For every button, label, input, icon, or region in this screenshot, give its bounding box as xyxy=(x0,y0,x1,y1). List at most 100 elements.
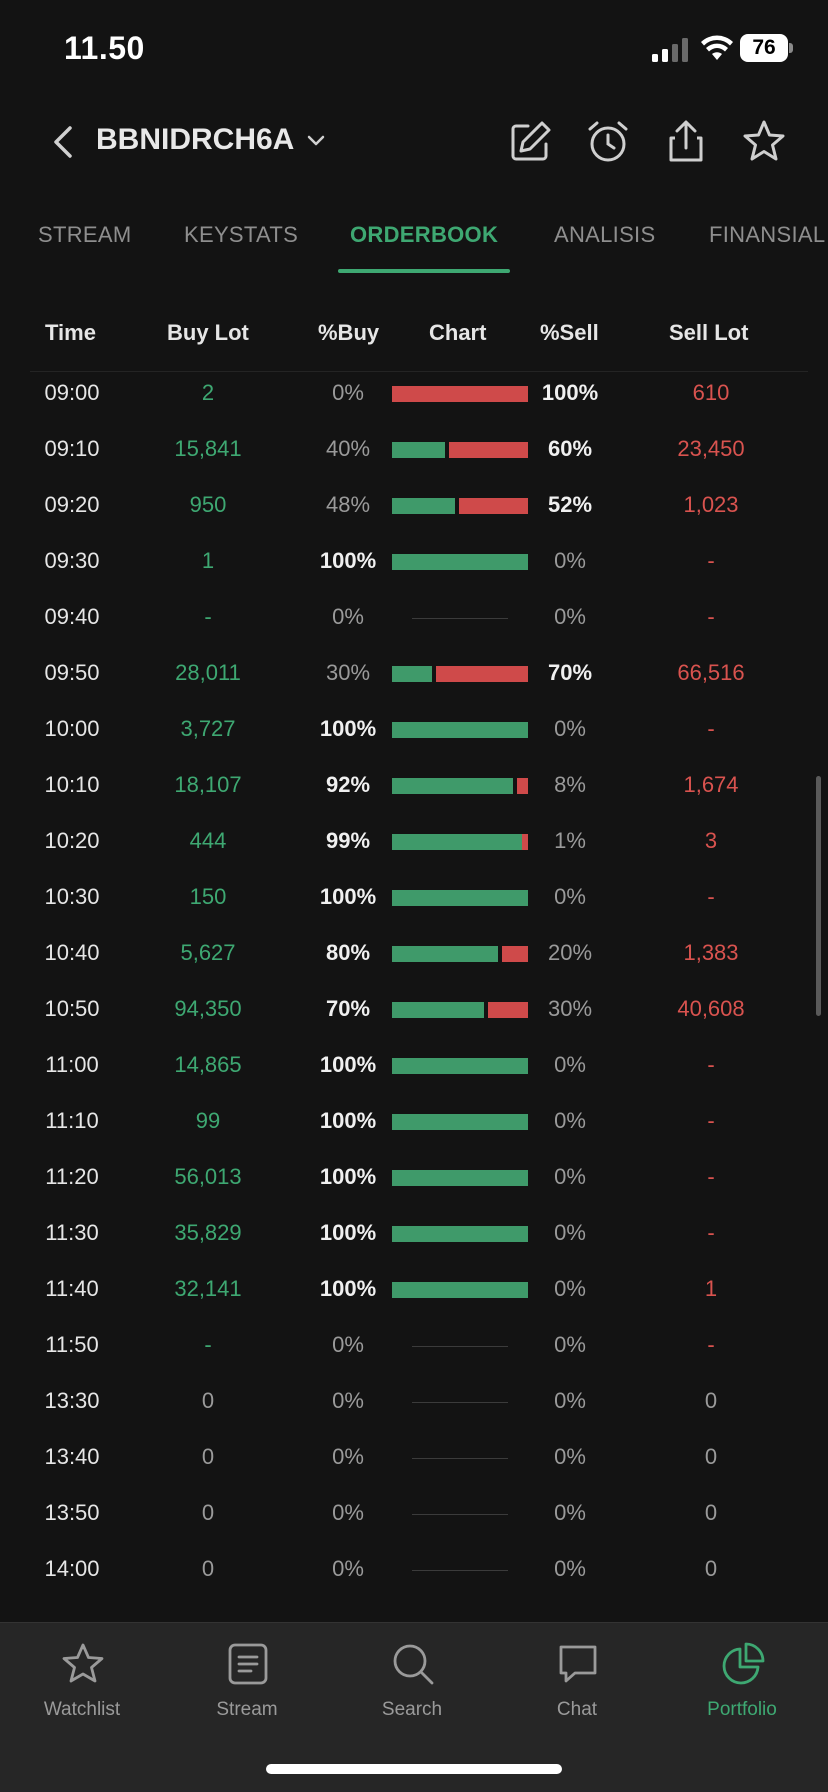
table-row[interactable]: 11:40 32,141 100% 0% 1 xyxy=(0,1262,828,1318)
row-buy-percent: 0% xyxy=(332,1444,364,1469)
row-time: 13:30 xyxy=(44,1388,100,1413)
row-buy-percent: 0% xyxy=(332,1500,364,1525)
row-buy-lot: 14,865 xyxy=(174,1052,242,1077)
table-row[interactable]: 10:50 94,350 70% 30% 40,608 xyxy=(0,982,828,1038)
table-row[interactable]: 09:00 2 0% 100% 610 xyxy=(0,372,828,422)
buy-sell-bar-chart xyxy=(392,554,528,570)
back-arrow-icon[interactable] xyxy=(44,120,84,164)
nav-portfolio[interactable]: Portfolio xyxy=(672,1623,812,1743)
ticker-title[interactable]: BBNIDRCH6A xyxy=(96,123,295,156)
table-row[interactable]: 11:00 14,865 100% 0% - xyxy=(0,1038,828,1094)
empty-bar xyxy=(412,1402,508,1403)
table-row[interactable]: 10:10 18,107 92% 8% 1,674 xyxy=(0,758,828,814)
row-time: 11:00 xyxy=(45,1052,99,1077)
table-row[interactable]: 11:30 35,829 100% 0% - xyxy=(0,1206,828,1262)
tab-stream[interactable]: STREAM xyxy=(38,222,132,247)
nav-search[interactable]: Search xyxy=(342,1623,482,1743)
header: BBNIDRCH6A xyxy=(0,100,828,190)
row-sell-percent: 0% xyxy=(554,548,586,573)
nav-chat[interactable]: Chat xyxy=(507,1623,647,1743)
empty-bar xyxy=(412,1458,508,1459)
table-row[interactable]: 11:20 56,013 100% 0% - xyxy=(0,1150,828,1206)
table-row[interactable]: 13:50 0 0% 0% 0 xyxy=(0,1486,828,1542)
row-sell-lot: 0 xyxy=(704,1388,718,1413)
row-time: 09:20 xyxy=(44,492,100,517)
buy-bar xyxy=(392,1282,528,1298)
home-indicator[interactable] xyxy=(266,1764,562,1774)
row-buy-percent: 100% xyxy=(319,1276,377,1301)
nav-label: Stream xyxy=(216,1699,278,1720)
row-buy-lot: 0 xyxy=(201,1500,215,1525)
row-buy-lot: 0 xyxy=(201,1556,215,1581)
row-sell-lot: 23,450 xyxy=(677,436,745,461)
row-buy-lot: 5,627 xyxy=(180,940,236,965)
table-row[interactable]: 11:50 - 0% 0% - xyxy=(0,1318,828,1374)
nav-watchlist[interactable]: Watchlist xyxy=(12,1623,152,1743)
row-sell-percent: 52% xyxy=(547,492,593,517)
tab-finansial[interactable]: FINANSIAL xyxy=(709,222,826,247)
row-time: 10:50 xyxy=(44,996,100,1021)
nav-stream[interactable]: Stream xyxy=(177,1623,317,1743)
table-row[interactable]: 10:30 150 100% 0% - xyxy=(0,870,828,926)
row-sell-lot: 66,516 xyxy=(677,660,745,685)
row-sell-percent: 0% xyxy=(554,1556,586,1581)
table-row[interactable]: 11:10 99 100% 0% - xyxy=(0,1094,828,1150)
buy-bar xyxy=(392,498,455,514)
chevron-down-icon[interactable] xyxy=(304,128,328,152)
row-buy-percent: 70% xyxy=(325,996,371,1021)
share-icon[interactable] xyxy=(662,118,710,166)
table-row[interactable]: 09:20 950 48% 52% 1,023 xyxy=(0,478,828,534)
row-time: 11:10 xyxy=(45,1108,99,1133)
row-buy-lot: 150 xyxy=(189,884,227,909)
table-row[interactable]: 09:10 15,841 40% 60% 23,450 xyxy=(0,422,828,478)
row-sell-percent: 0% xyxy=(554,1500,586,1525)
row-buy-lot: 32,141 xyxy=(174,1276,242,1301)
row-sell-percent: 0% xyxy=(554,1332,586,1357)
table-row[interactable]: 14:00 0 0% 0% 0 xyxy=(0,1542,828,1598)
table-row[interactable]: 09:30 1 100% 0% - xyxy=(0,534,828,590)
buy-sell-bar-chart xyxy=(392,946,528,962)
edit-icon[interactable] xyxy=(506,118,554,166)
column-header-buy-percent: %Buy xyxy=(318,320,380,345)
table-row[interactable]: 10:00 3,727 100% 0% - xyxy=(0,702,828,758)
scrollbar[interactable] xyxy=(816,776,821,1016)
table-row[interactable]: 10:40 5,627 80% 20% 1,383 xyxy=(0,926,828,982)
orderbook-table-header: Time Buy Lot %Buy Chart %Sell Sell Lot xyxy=(30,300,808,372)
row-sell-percent: 8% xyxy=(554,772,586,797)
search-icon xyxy=(393,1644,434,1685)
row-sell-lot: - xyxy=(707,1052,715,1077)
row-time: 10:40 xyxy=(44,940,100,965)
alarm-icon[interactable] xyxy=(584,118,632,166)
row-buy-percent: 100% xyxy=(319,548,377,573)
row-time: 10:30 xyxy=(44,884,100,909)
row-sell-lot: 1,674 xyxy=(683,772,739,797)
table-row[interactable]: 13:40 0 0% 0% 0 xyxy=(0,1430,828,1486)
tab-analisis[interactable]: ANALISIS xyxy=(554,222,656,247)
nav-label: Portfolio xyxy=(707,1699,777,1720)
row-buy-percent: 99% xyxy=(325,828,371,853)
buy-sell-bar-chart xyxy=(392,386,528,402)
row-sell-percent: 1% xyxy=(554,828,586,853)
row-sell-percent: 0% xyxy=(554,1220,586,1245)
row-buy-lot: 99 xyxy=(195,1108,221,1133)
table-row[interactable]: 09:40 - 0% 0% - xyxy=(0,590,828,646)
empty-bar xyxy=(412,1346,508,1347)
row-sell-lot: 0 xyxy=(704,1556,718,1581)
tab-orderbook[interactable]: ORDERBOOK xyxy=(350,222,499,247)
buy-bar xyxy=(392,946,498,962)
row-sell-percent: 0% xyxy=(554,1108,586,1133)
row-time: 09:50 xyxy=(44,660,100,685)
table-row[interactable]: 13:30 0 0% 0% 0 xyxy=(0,1374,828,1430)
orderbook-table-body[interactable]: 09:00 2 0% 100% 610 09:10 15,841 40% 60% 23,450 09… xyxy=(0,372,828,1622)
row-sell-lot: 40,608 xyxy=(677,996,745,1021)
star-outline-icon[interactable] xyxy=(740,118,788,166)
row-sell-lot: 1,023 xyxy=(683,492,739,517)
table-row[interactable]: 09:50 28,011 30% 70% 66,516 xyxy=(0,646,828,702)
tab-keystats[interactable]: KEYSTATS xyxy=(184,222,299,247)
row-sell-percent: 0% xyxy=(554,1388,586,1413)
table-row[interactable]: 10:20 444 99% 1% 3 xyxy=(0,814,828,870)
sell-bar xyxy=(459,498,528,514)
column-header-chart: Chart xyxy=(429,320,487,345)
star-icon xyxy=(62,1643,104,1683)
nav-label: Search xyxy=(381,1699,443,1720)
